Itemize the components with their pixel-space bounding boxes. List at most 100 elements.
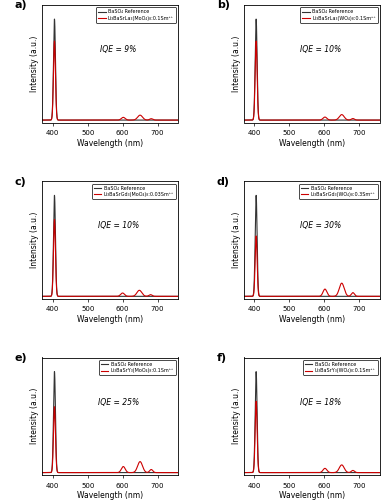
Li₃BaSrGd₃(MoO₄)₈:0.03Sm³⁺: [147, 292, 152, 298]
BaSO₄ Reference: [147, 294, 152, 300]
BaSO₄ Reference: [254, 16, 258, 22]
Line: BaSO₄ Reference: BaSO₄ Reference: [42, 196, 179, 296]
Li₃BaSrLa₃(WO₄)₈:0.1Sm³⁺: [374, 117, 379, 123]
BaSO₄ Reference: [308, 117, 313, 123]
BaSO₄ Reference: [349, 470, 354, 476]
BaSO₄ Reference: [40, 294, 45, 300]
BaSO₄ Reference: [103, 294, 107, 300]
Li₃BaSrLa₃(WO₄)₈:0.1Sm³⁺: [304, 117, 309, 123]
Li₃BaSrY₃(WO₄)₈:0.1Sm³⁺: [248, 470, 253, 476]
Line: BaSO₄ Reference: BaSO₄ Reference: [42, 19, 179, 120]
Text: a): a): [15, 0, 28, 10]
BaSO₄ Reference: [106, 294, 111, 300]
Li₃BaSrY₃(WO₄)₈:0.1Sm³⁺: [304, 470, 309, 476]
Li₃BaSrLa₃(MoO₄)₈:0.1Sm³⁺: [147, 116, 152, 122]
Legend: BaSO₄ Reference, Li₃BaSrLa₃(WO₄)₈:0.1Sm³⁺: BaSO₄ Reference, Li₃BaSrLa₃(WO₄)₈:0.1Sm³…: [300, 8, 378, 23]
Line: BaSO₄ Reference: BaSO₄ Reference: [42, 372, 179, 472]
Li₃BaSrLa₃(MoO₄)₈:0.1Sm³⁺: [52, 38, 57, 44]
Li₃BaSrY₃(MoO₄)₈:0.1Sm³⁺: [176, 470, 181, 476]
Text: IQE = 10%: IQE = 10%: [300, 45, 341, 54]
BaSO₄ Reference: [374, 470, 379, 476]
Li₃BaSrGd₃(MoO₄)₈:0.03Sm³⁺: [103, 294, 107, 300]
BaSO₄ Reference: [242, 294, 246, 300]
Text: IQE = 18%: IQE = 18%: [300, 398, 341, 406]
Li₃BaSrY₃(WO₄)₈:0.1Sm³⁺: [374, 470, 379, 476]
Li₃BaSrGd₃(WO₄)₈:0.3Sm³⁺: [308, 294, 313, 300]
BaSO₄ Reference: [52, 16, 57, 22]
Legend: BaSO₄ Reference, Li₃BaSrGd₃(MoO₄)₈:0.03Sm³⁺: BaSO₄ Reference, Li₃BaSrGd₃(MoO₄)₈:0.03S…: [92, 184, 176, 199]
BaSO₄ Reference: [172, 470, 177, 476]
BaSO₄ Reference: [254, 192, 258, 198]
Text: f): f): [217, 353, 227, 363]
Li₃BaSrY₃(WO₄)₈:0.1Sm³⁺: [374, 470, 379, 476]
BaSO₄ Reference: [52, 192, 57, 198]
BaSO₄ Reference: [106, 117, 111, 123]
BaSO₄ Reference: [254, 368, 258, 374]
Li₃BaSrY₃(MoO₄)₈:0.1Sm³⁺: [172, 470, 177, 476]
Li₃BaSrLa₃(MoO₄)₈:0.1Sm³⁺: [103, 117, 107, 123]
Legend: BaSO₄ Reference, Li₃BaSrGd₃(WO₄)₈:0.3Sm³⁺: BaSO₄ Reference, Li₃BaSrGd₃(WO₄)₈:0.3Sm³…: [299, 184, 378, 199]
Li₃BaSrGd₃(MoO₄)₈:0.03Sm³⁺: [172, 294, 177, 300]
Li₃BaSrY₃(MoO₄)₈:0.1Sm³⁺: [47, 470, 51, 476]
X-axis label: Wavelength (nm): Wavelength (nm): [77, 139, 144, 148]
Li₃BaSrLa₃(WO₄)₈:0.1Sm³⁺: [378, 117, 382, 123]
BaSO₄ Reference: [308, 470, 313, 476]
Text: b): b): [217, 0, 230, 10]
Li₃BaSrY₃(MoO₄)₈:0.1Sm³⁺: [40, 470, 45, 476]
BaSO₄ Reference: [374, 294, 379, 300]
Line: BaSO₄ Reference: BaSO₄ Reference: [244, 196, 380, 296]
Li₃BaSrGd₃(WO₄)₈:0.3Sm³⁺: [378, 294, 382, 300]
BaSO₄ Reference: [147, 117, 152, 123]
Li₃BaSrY₃(WO₄)₈:0.1Sm³⁺: [349, 468, 354, 474]
BaSO₄ Reference: [378, 117, 382, 123]
Li₃BaSrY₃(MoO₄)₈:0.1Sm³⁺: [172, 470, 177, 476]
BaSO₄ Reference: [47, 470, 51, 476]
Li₃BaSrGd₃(MoO₄)₈:0.03Sm³⁺: [40, 294, 45, 300]
BaSO₄ Reference: [172, 294, 177, 300]
Li₃BaSrLa₃(WO₄)₈:0.1Sm³⁺: [248, 117, 253, 123]
BaSO₄ Reference: [176, 470, 181, 476]
BaSO₄ Reference: [47, 117, 51, 123]
X-axis label: Wavelength (nm): Wavelength (nm): [279, 139, 345, 148]
BaSO₄ Reference: [147, 470, 152, 476]
Text: e): e): [15, 353, 28, 363]
Li₃BaSrY₃(WO₄)₈:0.1Sm³⁺: [378, 470, 382, 476]
BaSO₄ Reference: [304, 470, 309, 476]
Y-axis label: Intensity (a.u.): Intensity (a.u.): [30, 388, 40, 444]
BaSO₄ Reference: [374, 117, 379, 123]
Li₃BaSrGd₃(MoO₄)₈:0.03Sm³⁺: [47, 294, 51, 300]
X-axis label: Wavelength (nm): Wavelength (nm): [77, 315, 144, 324]
Li₃BaSrLa₃(WO₄)₈:0.1Sm³⁺: [254, 38, 258, 44]
BaSO₄ Reference: [103, 470, 107, 476]
Y-axis label: Intensity (a.u.): Intensity (a.u.): [232, 212, 241, 268]
Li₃BaSrY₃(MoO₄)₈:0.1Sm³⁺: [103, 470, 107, 476]
BaSO₄ Reference: [106, 470, 111, 476]
BaSO₄ Reference: [378, 294, 382, 300]
Li₃BaSrLa₃(WO₄)₈:0.1Sm³⁺: [374, 117, 379, 123]
X-axis label: Wavelength (nm): Wavelength (nm): [279, 492, 345, 500]
Line: Li₃BaSrY₃(MoO₄)₈:0.1Sm³⁺: Li₃BaSrY₃(MoO₄)₈:0.1Sm³⁺: [42, 406, 179, 472]
Li₃BaSrY₃(WO₄)₈:0.1Sm³⁺: [242, 470, 246, 476]
Li₃BaSrLa₃(WO₄)₈:0.1Sm³⁺: [242, 117, 246, 123]
Li₃BaSrLa₃(WO₄)₈:0.1Sm³⁺: [308, 117, 313, 123]
BaSO₄ Reference: [304, 294, 309, 300]
BaSO₄ Reference: [374, 294, 379, 300]
Li₃BaSrGd₃(WO₄)₈:0.3Sm³⁺: [254, 233, 258, 239]
Legend: BaSO₄ Reference, Li₃BaSrY₃(WO₄)₈:0.1Sm³⁺: BaSO₄ Reference, Li₃BaSrY₃(WO₄)₈:0.1Sm³⁺: [303, 360, 378, 376]
BaSO₄ Reference: [349, 117, 354, 123]
Li₃BaSrLa₃(MoO₄)₈:0.1Sm³⁺: [106, 117, 111, 123]
Li₃BaSrGd₃(MoO₄)₈:0.03Sm³⁺: [52, 216, 57, 222]
BaSO₄ Reference: [176, 294, 181, 300]
Li₃BaSrY₃(WO₄)₈:0.1Sm³⁺: [308, 470, 313, 476]
Text: IQE = 30%: IQE = 30%: [300, 222, 341, 230]
X-axis label: Wavelength (nm): Wavelength (nm): [77, 492, 144, 500]
Line: Li₃BaSrGd₃(WO₄)₈:0.3Sm³⁺: Li₃BaSrGd₃(WO₄)₈:0.3Sm³⁺: [244, 236, 380, 296]
Li₃BaSrGd₃(WO₄)₈:0.3Sm³⁺: [374, 294, 379, 300]
Li₃BaSrLa₃(MoO₄)₈:0.1Sm³⁺: [176, 117, 181, 123]
BaSO₄ Reference: [248, 117, 253, 123]
BaSO₄ Reference: [248, 470, 253, 476]
Li₃BaSrGd₃(MoO₄)₈:0.03Sm³⁺: [106, 294, 111, 300]
Y-axis label: Intensity (a.u.): Intensity (a.u.): [30, 212, 40, 268]
BaSO₄ Reference: [103, 117, 107, 123]
Line: Li₃BaSrLa₃(WO₄)₈:0.1Sm³⁺: Li₃BaSrLa₃(WO₄)₈:0.1Sm³⁺: [244, 41, 380, 120]
